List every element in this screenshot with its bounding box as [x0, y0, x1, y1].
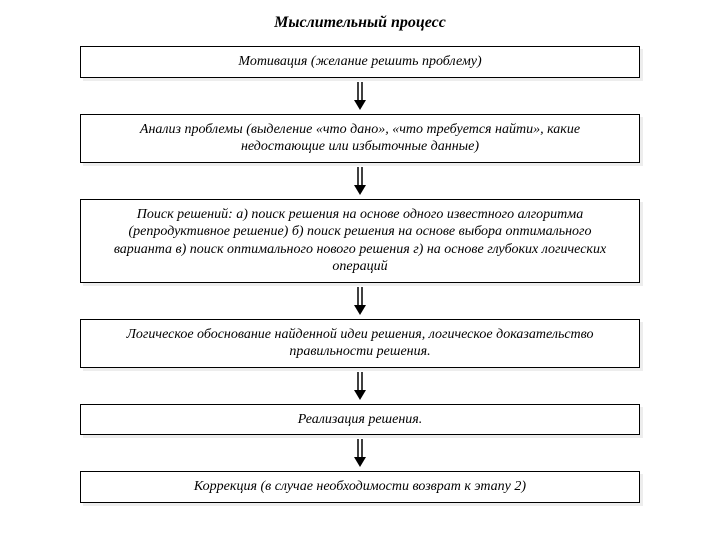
node-analysis: Анализ проблемы (выделение «что дано», «… [80, 114, 640, 163]
node-justification: Логическое обоснование найденной идеи ре… [80, 319, 640, 368]
diagram-title: Мыслительный процесс [274, 14, 446, 32]
flowchart-container: Мыслительный процесс Мотивация (желание … [0, 0, 720, 503]
node-motivation: Мотивация (желание решить проблему) [80, 46, 640, 78]
arrow-3-4 [354, 372, 366, 400]
node-realization: Реализация решения. [80, 404, 640, 436]
node-search: Поиск решений: а) поиск решения на основ… [80, 199, 640, 283]
arrow-0-1 [354, 82, 366, 110]
arrow-4-5 [354, 439, 366, 467]
arrow-1-2 [354, 167, 366, 195]
node-correction: Коррекция (в случае необходимости возвра… [80, 471, 640, 503]
arrow-2-3 [354, 287, 366, 315]
